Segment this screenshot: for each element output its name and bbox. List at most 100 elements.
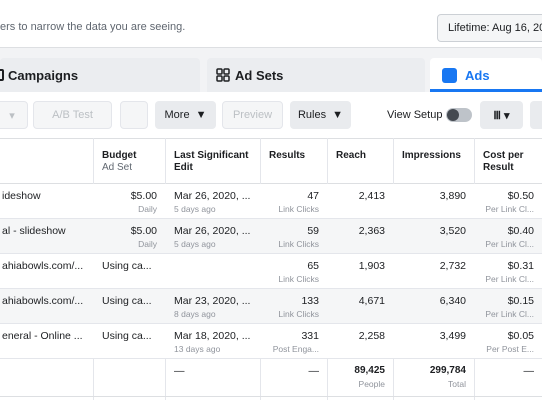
- row-budget: $5.00: [130, 225, 157, 237]
- ads-table: Budget Ad Set Last Significant Edit Results…: [0, 138, 542, 400]
- preview-label: Preview: [232, 109, 273, 121]
- row-budget-note: Daily: [138, 239, 157, 249]
- row-results: 47: [307, 190, 319, 202]
- row-edit: Mar 26, 2020, ...: [174, 190, 251, 202]
- row-results: 133: [301, 295, 319, 307]
- row-impressions: 3,890: [439, 190, 466, 202]
- rules-button[interactable]: Rules ▼: [290, 101, 351, 129]
- totals-edit: —: [174, 365, 185, 377]
- column-title: Last Significant Edit: [174, 150, 249, 173]
- row-cost-note: Per Link Cl...: [485, 239, 534, 249]
- row-reach: 2,413: [358, 190, 385, 202]
- tab-icon: [442, 68, 457, 83]
- table-row[interactable]: [0, 324, 542, 359]
- row-name: ideshow: [2, 190, 41, 202]
- tab-indicator: [430, 89, 542, 92]
- columns-button[interactable]: Ⅲ ▾: [480, 101, 523, 129]
- row-edit-note: 5 days ago: [174, 239, 216, 249]
- totals-results: —: [308, 365, 320, 377]
- totals-impressions: 299,784: [429, 365, 466, 376]
- row-results: 59: [307, 225, 319, 237]
- caret: ▼: [195, 109, 207, 121]
- row-results: 65: [307, 260, 319, 272]
- row-budget-note: Daily: [138, 204, 157, 214]
- date-range[interactable]: Lifetime: Aug 16, 20: [437, 14, 542, 42]
- column-title: Cost per Result: [483, 150, 524, 173]
- caret: ▾: [9, 109, 15, 122]
- row-results-note: Link Clicks: [278, 309, 319, 319]
- breakdown-button[interactable]: [530, 101, 542, 129]
- totals-reach-note: People: [358, 379, 385, 389]
- tab-label: Ads: [465, 67, 490, 83]
- row-reach: 4,671: [358, 295, 385, 307]
- view-setup-label: View Setup: [387, 109, 443, 121]
- tab-campaigns[interactable]: Campaigns: [0, 58, 200, 92]
- row-name: eneral - Online ...: [2, 330, 83, 342]
- row-results: 331: [301, 330, 319, 342]
- ab-test-button[interactable]: A/B Test: [33, 101, 112, 129]
- column-title: Budget: [102, 150, 137, 161]
- totals-cost: —: [523, 365, 535, 377]
- dropdown[interactable]: ▾: [0, 101, 28, 129]
- filter-hint: ers to narrow the data you are seeing.: [0, 21, 186, 33]
- view-setup-toggle[interactable]: [446, 108, 472, 122]
- row-name: ahiabowls.com/...: [2, 260, 84, 272]
- rules-label: Rules: [297, 109, 327, 121]
- row-budget: Using ca...: [102, 295, 152, 307]
- columns-icon: Ⅲ ▾: [493, 109, 510, 122]
- row-impressions: 6,340: [439, 295, 466, 307]
- row-edit: Mar 23, 2020, ...: [174, 295, 251, 307]
- preview-button[interactable]: Preview: [222, 101, 283, 129]
- table-row[interactable]: [0, 184, 542, 219]
- row-reach: 2,363: [358, 225, 385, 237]
- row-edit-note: 8 days ago: [174, 309, 216, 319]
- row-budget: $5.00: [130, 190, 157, 202]
- row-results-note: Post Enga...: [272, 344, 319, 354]
- table-row[interactable]: [0, 219, 542, 254]
- row-edit: Mar 26, 2020, ...: [174, 225, 251, 237]
- row-cost-note: Per Link Cl...: [485, 274, 534, 284]
- row-results-note: Link Clicks: [278, 274, 319, 284]
- row-name: ahiabowls.com/...: [2, 295, 84, 307]
- row-reach: 1,903: [358, 260, 385, 272]
- row-impressions: 2,732: [439, 260, 466, 272]
- row-edit: Mar 18, 2020, ...: [174, 330, 251, 342]
- header-row: [0, 138, 542, 184]
- row-impressions: 3,499: [439, 330, 466, 342]
- tab-icon: [0, 69, 4, 81]
- table-row[interactable]: [0, 289, 542, 324]
- row-reach: 2,258: [358, 330, 385, 342]
- ab-test-label: A/B Test: [52, 109, 93, 121]
- tab-label: Ad Sets: [235, 67, 284, 83]
- row-name: al - slideshow: [2, 225, 66, 237]
- row-cost: $0.50: [507, 190, 534, 202]
- column-subtitle: Ad Set: [102, 162, 133, 173]
- totals-row: [0, 359, 542, 397]
- column-title: Reach: [336, 150, 367, 161]
- delete-button[interactable]: [120, 101, 148, 129]
- row-cost-note: Per Link Cl...: [485, 309, 534, 319]
- table-row[interactable]: [0, 254, 542, 289]
- column-title: Results: [269, 150, 306, 161]
- tab-ad-sets[interactable]: Ad Sets: [207, 58, 425, 92]
- tab-label: Campaigns: [8, 67, 79, 83]
- row-cost: $0.40: [507, 225, 534, 237]
- row-cost: $0.31: [507, 260, 534, 272]
- totals-impressions-note: Total: [448, 379, 466, 389]
- row-cost: $0.05: [507, 330, 534, 342]
- column-title: Impressions: [402, 150, 461, 161]
- row-results-note: Link Clicks: [278, 204, 319, 214]
- row-cost-note: Per Post E...: [486, 344, 534, 354]
- row-cost: $0.15: [507, 295, 534, 307]
- row-edit-note: 5 days ago: [174, 204, 216, 214]
- row-cost-note: Per Link Cl...: [485, 204, 534, 214]
- more-button[interactable]: More ▼: [155, 101, 216, 129]
- totals-reach: 89,425: [354, 365, 385, 376]
- row-budget: Using ca...: [102, 330, 152, 342]
- toggle-knob: [447, 109, 459, 121]
- tab-icon: [216, 68, 230, 82]
- caret: ▼: [332, 109, 343, 121]
- tab-ads[interactable]: Ads: [430, 58, 542, 92]
- row-edit-note: 13 days ago: [174, 344, 221, 354]
